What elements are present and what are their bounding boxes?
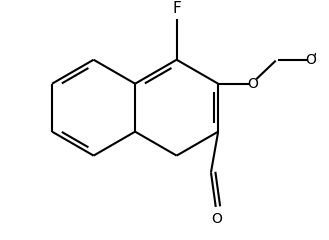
Text: O: O bbox=[247, 77, 258, 91]
Text: O: O bbox=[211, 211, 222, 226]
Text: O: O bbox=[306, 53, 316, 67]
Text: F: F bbox=[172, 1, 181, 16]
